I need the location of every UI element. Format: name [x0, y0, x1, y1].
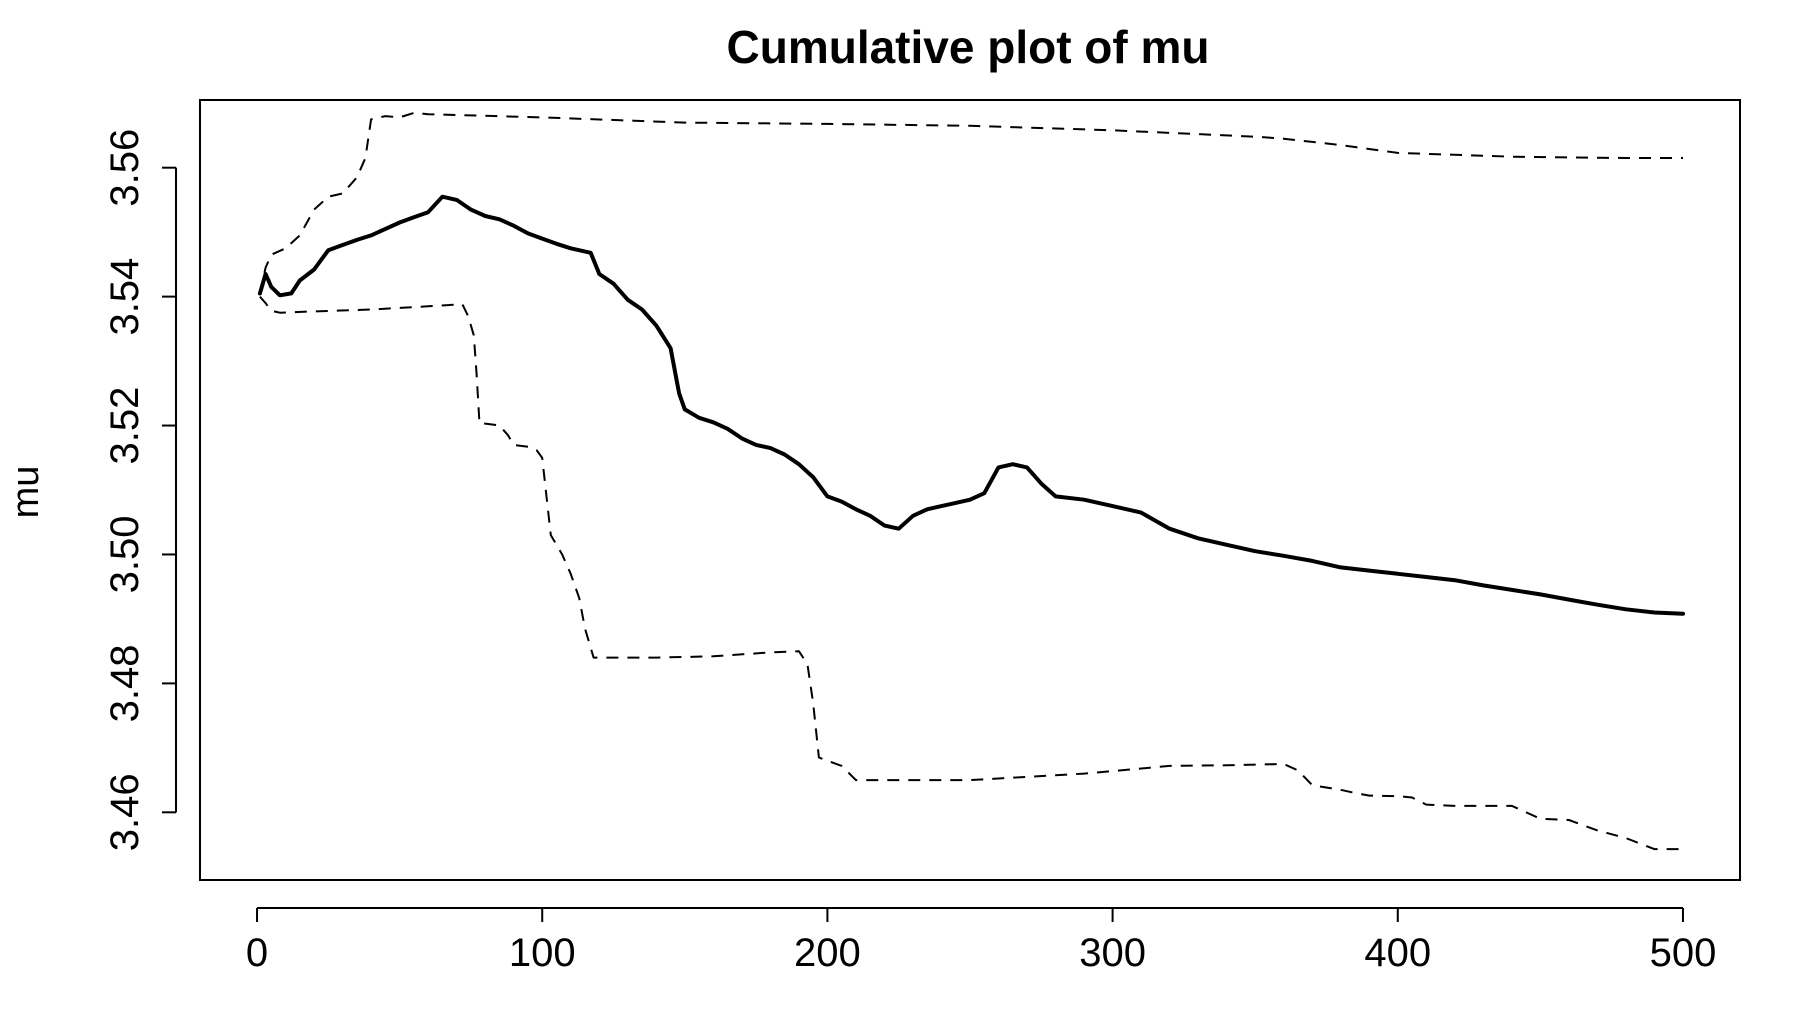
dashed-bound-line: [259, 295, 1683, 851]
dashed-bound-line: [258, 111, 1683, 294]
y-tick-label: 3.46: [103, 773, 147, 851]
plot-frame: [199, 99, 1741, 881]
cumulative-mean-line: [257, 194, 1685, 616]
y-tick-label: 3.54: [103, 258, 147, 336]
x-tick-label: 400: [1364, 931, 1431, 975]
x-tick-label: 100: [509, 931, 576, 975]
chart-title: Cumulative plot of mu: [727, 21, 1210, 73]
x-axis: 0 100 200 300 400 500: [246, 907, 1717, 975]
x-tick-label: 0: [246, 931, 268, 975]
x-tick-label: 500: [1650, 931, 1717, 975]
y-axis: 3.46 3.48 3.50 3.52 3.54 3.56: [103, 129, 177, 851]
y-axis-label: mu: [5, 466, 47, 519]
x-tick-label: 300: [1079, 931, 1146, 975]
series-layer: [257, 111, 1685, 851]
y-tick-label: 3.50: [103, 516, 147, 594]
y-tick-label: 3.48: [103, 644, 147, 722]
y-tick-label: 3.52: [103, 387, 147, 465]
y-tick-label: 3.56: [103, 129, 147, 207]
x-tick-label: 200: [794, 931, 861, 975]
